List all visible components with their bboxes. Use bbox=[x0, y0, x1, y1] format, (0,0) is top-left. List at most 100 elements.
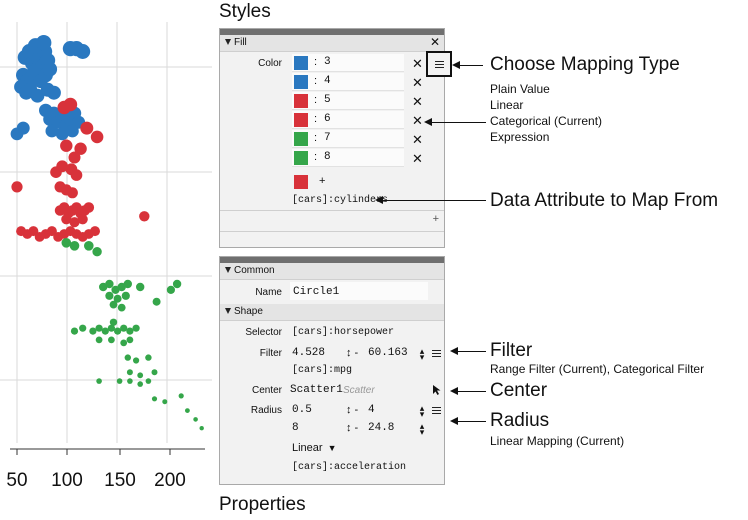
scatter-point bbox=[79, 324, 87, 332]
scatter-point bbox=[126, 336, 134, 344]
center-value[interactable]: Scatter1 bbox=[290, 384, 343, 396]
scatter-point bbox=[114, 327, 122, 335]
fill-data-attribute[interactable]: [cars]:cylinders bbox=[292, 195, 389, 206]
shape-section-header[interactable]: Shape bbox=[220, 304, 444, 321]
cursor-pointer-icon[interactable] bbox=[432, 384, 441, 396]
scatter-point bbox=[95, 336, 103, 344]
scatter-point bbox=[61, 238, 72, 248]
radius-stepper-icon[interactable]: ▴ ▾ bbox=[419, 403, 425, 419]
color-row-value[interactable]: 6 bbox=[324, 113, 331, 125]
remove-color-icon[interactable]: ✕ bbox=[412, 56, 423, 71]
radius-max-2[interactable]: 24.8 bbox=[368, 422, 395, 434]
scatter-point bbox=[193, 417, 198, 422]
color-swatch[interactable] bbox=[294, 151, 308, 165]
scatter-point bbox=[145, 378, 152, 384]
radius-max[interactable]: 4 bbox=[368, 404, 375, 416]
selector-label: Selector bbox=[245, 327, 282, 338]
name-label: Name bbox=[255, 287, 282, 298]
scatter-point bbox=[113, 294, 122, 303]
list-icon bbox=[435, 61, 444, 68]
scatter-point bbox=[116, 378, 123, 384]
scatter-point bbox=[108, 336, 115, 344]
styles-panel: Fill ✕ Color :3 ✕:4 ✕:5 ✕:6 ✕:7 ✕:8 ✕ + [cars]… bbox=[219, 28, 452, 248]
scatter-point bbox=[96, 378, 102, 384]
close-fill-icon[interactable]: ✕ bbox=[429, 35, 440, 49]
remove-color-icon[interactable]: ✕ bbox=[412, 151, 423, 166]
arrow-left-icon bbox=[450, 417, 458, 425]
collapse-triangle-icon bbox=[225, 308, 231, 314]
scatter-point bbox=[75, 44, 91, 59]
color-row-value[interactable]: 3 bbox=[324, 56, 331, 68]
radius-label: Radius bbox=[250, 405, 282, 416]
annotation-center-title: Center bbox=[490, 380, 548, 401]
fill-section-header[interactable]: Fill ✕ bbox=[220, 35, 444, 52]
arrow-line bbox=[458, 351, 486, 352]
color-row[interactable] bbox=[292, 149, 404, 167]
color-row[interactable] bbox=[292, 111, 404, 129]
scatter-point bbox=[83, 202, 95, 213]
fill-section-label: Fill bbox=[234, 37, 247, 48]
remove-color-icon[interactable]: ✕ bbox=[412, 132, 423, 147]
x-tick-label: 100 bbox=[51, 470, 83, 491]
mapping-type-button[interactable] bbox=[426, 51, 452, 77]
radius-list-icon[interactable] bbox=[432, 407, 441, 414]
radius-attribute[interactable]: [cars]:acceleration bbox=[292, 462, 407, 473]
mapping-option: Linear bbox=[490, 98, 524, 112]
remove-color-icon[interactable]: ✕ bbox=[412, 94, 423, 109]
radius-stepper-2-icon[interactable]: ▴ ▾ bbox=[419, 421, 425, 437]
new-color-swatch[interactable] bbox=[294, 175, 308, 189]
color-row-value[interactable]: 5 bbox=[324, 94, 331, 106]
scatter-point bbox=[124, 354, 131, 361]
color-row[interactable] bbox=[292, 73, 404, 91]
arrow-line bbox=[460, 65, 483, 66]
remove-color-icon[interactable]: ✕ bbox=[412, 75, 423, 90]
name-field[interactable] bbox=[290, 282, 428, 300]
radius-mode-dropdown[interactable]: Linear ▼ bbox=[292, 442, 337, 454]
radius-mode-value: Linear bbox=[292, 442, 323, 454]
color-row-value[interactable]: 4 bbox=[324, 75, 331, 87]
filter-max[interactable]: 60.163 bbox=[368, 347, 408, 359]
radius-min-2[interactable]: 8 bbox=[292, 422, 299, 434]
add-style-button[interactable]: + bbox=[432, 213, 439, 225]
color-row-value[interactable]: 7 bbox=[324, 132, 331, 144]
color-row[interactable] bbox=[292, 130, 404, 148]
scatter-point bbox=[11, 181, 23, 193]
color-row[interactable] bbox=[292, 54, 404, 72]
scatter-point bbox=[70, 169, 83, 181]
scatter-point bbox=[61, 214, 72, 225]
scatter-point bbox=[95, 324, 103, 332]
x-tick-label: 200 bbox=[154, 470, 186, 491]
color-row-separator: : bbox=[314, 56, 318, 68]
filter-attribute[interactable]: [cars]:mpg bbox=[292, 365, 353, 376]
plot-points bbox=[10, 35, 204, 431]
scatter-point bbox=[69, 241, 80, 251]
color-swatch[interactable] bbox=[294, 132, 308, 146]
scatter-point bbox=[126, 369, 133, 376]
selector-value[interactable]: [cars]:horsepower bbox=[292, 327, 395, 338]
arrow-line bbox=[458, 421, 486, 422]
annotation-radius-title: Radius bbox=[490, 410, 550, 431]
divider bbox=[220, 210, 444, 211]
radius-min[interactable]: 0.5 bbox=[292, 404, 312, 416]
scatter-point bbox=[126, 327, 134, 335]
scatter-point bbox=[121, 291, 130, 300]
filter-list-icon[interactable] bbox=[432, 350, 441, 357]
scatter-point bbox=[105, 279, 114, 289]
filter-stepper-icon[interactable]: ▴ ▾ bbox=[419, 346, 425, 362]
scatter-point bbox=[111, 285, 120, 294]
color-row-separator: : bbox=[314, 132, 318, 144]
color-swatch[interactable] bbox=[294, 56, 308, 70]
color-row-value[interactable]: 8 bbox=[324, 151, 331, 163]
common-section-header[interactable]: Common bbox=[220, 263, 444, 280]
color-swatch[interactable] bbox=[294, 94, 308, 108]
remove-color-icon[interactable]: ✕ bbox=[412, 113, 423, 128]
color-swatch[interactable] bbox=[294, 75, 308, 89]
scatter-point bbox=[152, 297, 161, 306]
color-swatch[interactable] bbox=[294, 113, 308, 127]
scatter-point bbox=[166, 285, 175, 294]
scatter-point bbox=[107, 324, 115, 332]
add-color-button[interactable]: + bbox=[319, 175, 326, 187]
color-row[interactable] bbox=[292, 92, 404, 110]
scatter-point bbox=[90, 226, 100, 237]
filter-min[interactable]: 4.528 bbox=[292, 347, 326, 359]
